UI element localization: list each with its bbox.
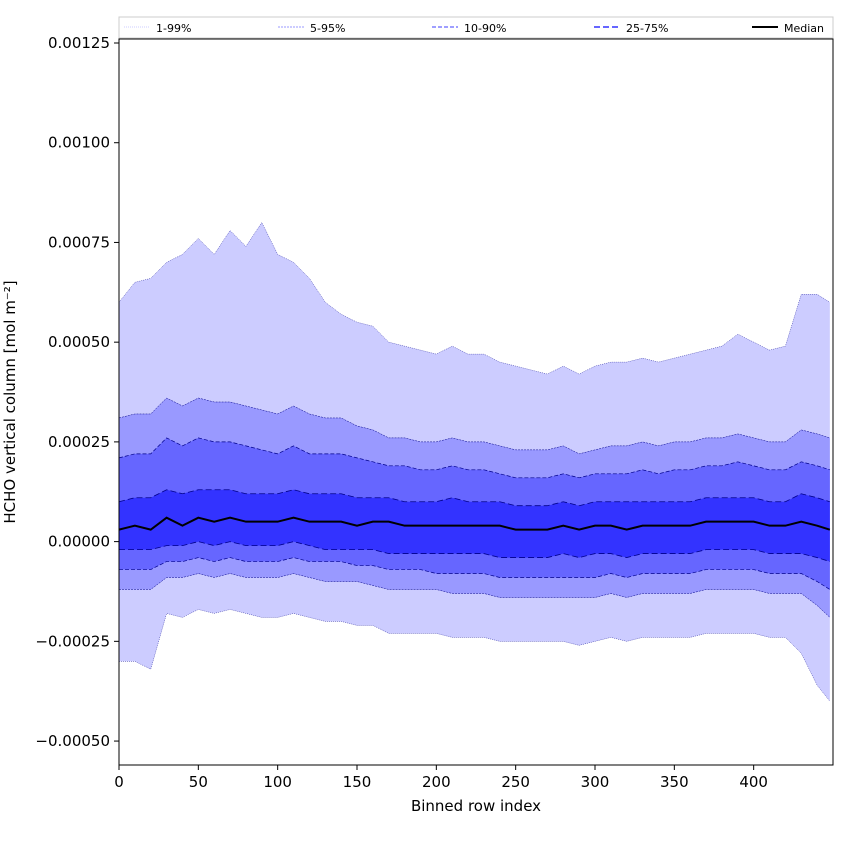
y-tick-label: 0.00025 — [48, 433, 110, 451]
band-5-95pct-upper-line — [118, 397, 830, 455]
y-axis-ticks: −0.00050 −0.00025 0.00000 0.00025 0.00050 0.0… — [35, 34, 119, 750]
y-tick-label: 0.00100 — [48, 134, 110, 152]
y-tick-label: 0.00125 — [48, 34, 110, 52]
x-tick-label: 250 — [501, 773, 530, 791]
percentile-bands — [119, 222, 830, 702]
y-tick-label: −0.00050 — [35, 732, 110, 750]
y-tick-label: 0.00075 — [48, 233, 110, 251]
x-tick-label: 200 — [422, 773, 451, 791]
legend-label-5-95pct: 5-95% — [310, 22, 345, 35]
percentile-edge-lines — [118, 222, 831, 702]
y-axis-label: HCHO vertical column [mol m⁻²] — [1, 280, 19, 523]
band-25-75pct-lower-line — [119, 541, 830, 562]
x-axis-ticks: 0 50 100 150 200 250 300 350 400 — [114, 765, 768, 791]
y-tick-label: 0.00050 — [48, 333, 110, 351]
x-tick-label: 400 — [739, 773, 768, 791]
x-tick-label: 300 — [581, 773, 610, 791]
x-tick-label: 100 — [263, 773, 292, 791]
legend-label-median: Median — [784, 22, 824, 35]
band-10-90pct-lower-line — [119, 557, 831, 590]
band-1-99pct-upper-line — [118, 222, 830, 375]
y-tick-label: −0.00025 — [35, 632, 110, 650]
x-tick-label: 150 — [343, 773, 372, 791]
legend-label-10-90pct: 10-90% — [464, 22, 506, 35]
median-line — [118, 516, 831, 531]
band-25-75pct-upper-line — [118, 489, 830, 507]
legend: 1-99% 5-95% 10-90% 25-75% Median — [118, 16, 834, 39]
x-axis-label: Binned row index — [411, 797, 541, 815]
band-10-90pct-upper-line — [118, 437, 830, 479]
x-tick-label: 50 — [189, 773, 208, 791]
band-5-95pct-lower-line — [119, 573, 831, 618]
axes-frame — [118, 38, 834, 766]
band-1-99pct-lower-line — [119, 609, 830, 702]
x-tick-label: 350 — [660, 773, 689, 791]
legend-label-25-75pct: 25-75% — [626, 22, 668, 35]
x-tick-label: 0 — [114, 773, 124, 791]
legend-box — [118, 16, 834, 39]
legend-label-1-99pct: 1-99% — [156, 22, 191, 35]
y-tick-label: 0.00000 — [48, 533, 110, 551]
